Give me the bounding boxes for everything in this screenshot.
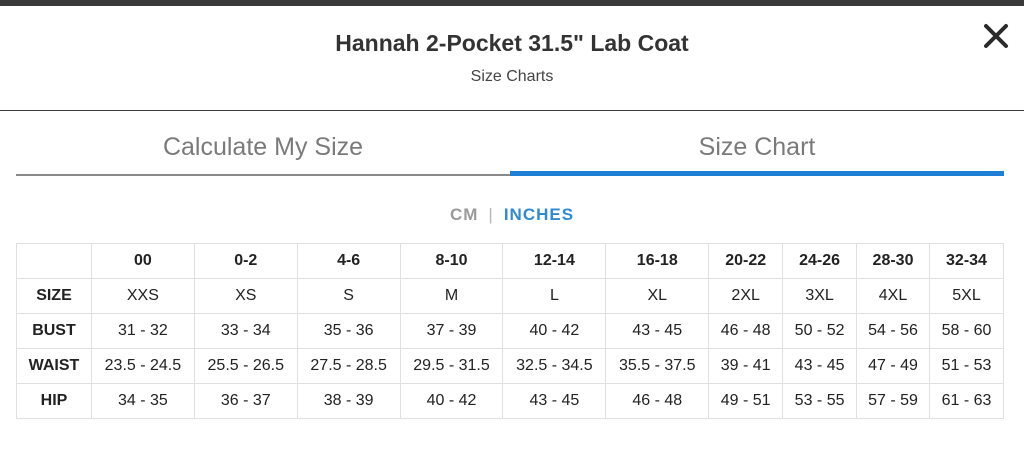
- table-cell: 54 - 56: [856, 313, 930, 349]
- table-cell: 4XL: [856, 278, 930, 314]
- tab-size-chart[interactable]: Size Chart: [510, 128, 1004, 176]
- unit-separator: |: [488, 205, 494, 224]
- column-header: 4-6: [296, 243, 401, 279]
- table-row: HIP 34 - 35 36 - 37 38 - 39 40 - 42 43 -…: [16, 383, 1005, 419]
- page-title: Hannah 2-Pocket 31.5" Lab Coat: [335, 30, 689, 56]
- table-cell: 35.5 - 37.5: [605, 348, 710, 384]
- top-strip: [0, 0, 1024, 6]
- unit-inches-option[interactable]: INCHES: [503, 205, 575, 224]
- table-cell: S: [296, 278, 401, 314]
- unit-toggle: CM | INCHES: [0, 205, 1024, 225]
- table-row: WAIST 23.5 - 24.5 25.5 - 26.5 27.5 - 28.…: [16, 348, 1005, 384]
- table-cell: M: [399, 278, 504, 314]
- table-cell: 37 - 39: [399, 313, 504, 349]
- column-header: 24-26: [782, 243, 858, 279]
- table-cell: 3XL: [782, 278, 858, 314]
- table-cell: 25.5 - 26.5: [193, 348, 298, 384]
- table-cell: 29.5 - 31.5: [399, 348, 504, 384]
- row-header: BUST: [16, 313, 92, 349]
- row-header: HIP: [16, 383, 92, 419]
- table-cell: 2XL: [708, 278, 784, 314]
- table-cell: XL: [605, 278, 710, 314]
- table-cell: 33 - 34: [193, 313, 298, 349]
- column-header: [16, 243, 92, 279]
- table-cell: 46 - 48: [708, 313, 784, 349]
- column-header: 12-14: [502, 243, 607, 279]
- table-cell: 61 - 63: [928, 383, 1005, 419]
- table-cell: 23.5 - 24.5: [90, 348, 195, 384]
- column-header: 20-22: [708, 243, 784, 279]
- table-cell: 50 - 52: [782, 313, 858, 349]
- column-header: 8-10: [399, 243, 504, 279]
- table-cell: 57 - 59: [856, 383, 930, 419]
- column-header: 16-18: [605, 243, 710, 279]
- table-cell: 46 - 48: [605, 383, 710, 419]
- table-cell: L: [502, 278, 607, 314]
- close-icon[interactable]: [982, 22, 1010, 50]
- table-cell: 51 - 53: [928, 348, 1005, 384]
- table-cell: 40 - 42: [399, 383, 504, 419]
- size-tabs: Calculate My Size Size Chart: [16, 128, 1004, 176]
- table-cell: 27.5 - 28.5: [296, 348, 401, 384]
- table-cell: 36 - 37: [193, 383, 298, 419]
- table-cell: 34 - 35: [90, 383, 195, 419]
- table-cell: 49 - 51: [708, 383, 784, 419]
- table-cell: 35 - 36: [296, 313, 401, 349]
- column-header: 0-2: [193, 243, 298, 279]
- table-cell: 43 - 45: [782, 348, 858, 384]
- modal-header: Hannah 2-Pocket 31.5" Lab Coat Size Char…: [0, 6, 1024, 111]
- table-cell: 47 - 49: [856, 348, 930, 384]
- table-cell: 32.5 - 34.5: [502, 348, 607, 384]
- table-cell: 43 - 45: [605, 313, 710, 349]
- table-cell: 58 - 60: [928, 313, 1005, 349]
- column-header: 28-30: [856, 243, 930, 279]
- unit-cm-option[interactable]: CM: [449, 205, 479, 224]
- column-header: 32-34: [928, 243, 1005, 279]
- size-chart-table: 00 0-2 4-6 8-10 12-14 16-18 20-22 24-26 …: [16, 243, 1005, 419]
- table-cell: 40 - 42: [502, 313, 607, 349]
- row-header: WAIST: [16, 348, 92, 384]
- table-row: BUST 31 - 32 33 - 34 35 - 36 37 - 39 40 …: [16, 313, 1005, 349]
- table-cell: XXS: [90, 278, 195, 314]
- table-header-row: 00 0-2 4-6 8-10 12-14 16-18 20-22 24-26 …: [16, 243, 1005, 279]
- tab-calculate-my-size[interactable]: Calculate My Size: [16, 128, 510, 176]
- table-cell: 31 - 32: [90, 313, 195, 349]
- table-cell: 38 - 39: [296, 383, 401, 419]
- page-subtitle: Size Charts: [470, 68, 554, 85]
- table-cell: 39 - 41: [708, 348, 784, 384]
- table-cell: 5XL: [928, 278, 1005, 314]
- column-header: 00: [90, 243, 195, 279]
- table-cell: 53 - 55: [782, 383, 858, 419]
- table-cell: XS: [193, 278, 298, 314]
- table-row: SIZE XXS XS S M L XL 2XL 3XL 4XL 5XL: [16, 278, 1005, 314]
- table-cell: 43 - 45: [502, 383, 607, 419]
- row-header: SIZE: [16, 278, 92, 314]
